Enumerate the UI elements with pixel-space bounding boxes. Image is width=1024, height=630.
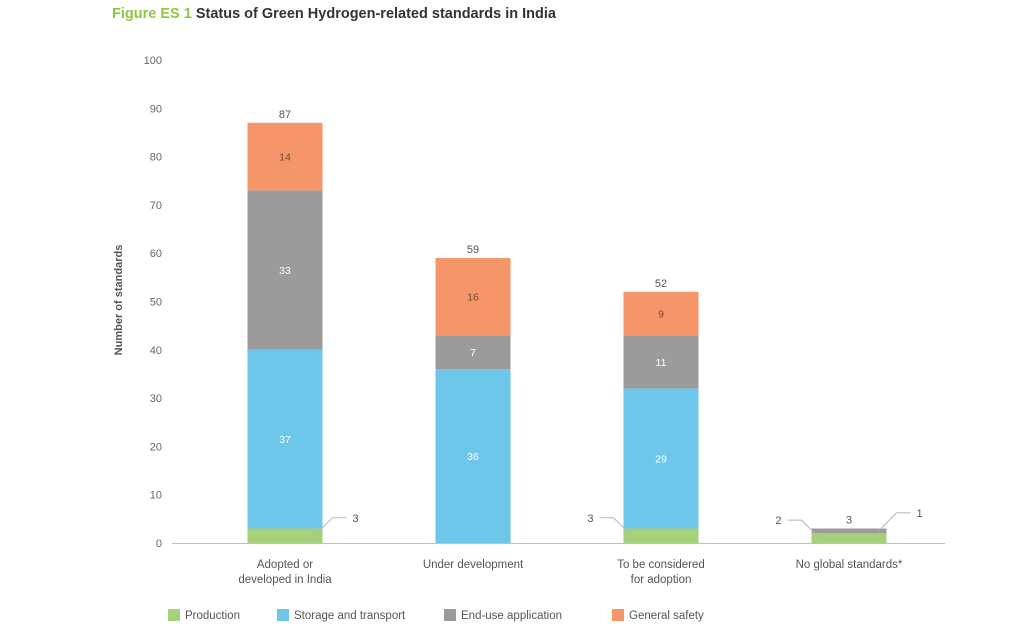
legend-label: End-use application — [461, 610, 562, 622]
callout-leader — [878, 512, 911, 532]
segment-label: 16 — [467, 292, 479, 304]
x-axis: Adopted or developed in India Under develo… — [172, 543, 945, 586]
legend-swatch — [277, 609, 289, 621]
legend-label: Storage and transport — [294, 610, 406, 622]
bar-total-label: 52 — [655, 278, 667, 290]
legend-swatch — [444, 609, 456, 621]
x-category-label: No global standards* — [796, 559, 903, 571]
bar-segment — [811, 528, 887, 534]
segment-label: 36 — [467, 451, 479, 463]
segment-label: 14 — [279, 152, 291, 164]
callout-leader — [599, 517, 632, 537]
callout-label: 3 — [587, 513, 593, 525]
y-tick-label: 70 — [150, 200, 162, 212]
callout-label: 3 — [353, 513, 359, 525]
bar-segment — [623, 528, 699, 543]
bar-total-label: 3 — [846, 515, 852, 527]
x-category-label: Adopted or developed in India — [238, 559, 332, 586]
y-tick-label: 60 — [150, 248, 162, 260]
callout-leader — [787, 519, 820, 539]
x-category-line: Adopted or — [257, 559, 313, 571]
x-category-line: Under development — [423, 559, 524, 571]
segment-label: 11 — [656, 357, 667, 369]
bar-segment — [247, 190, 323, 350]
legend-swatch — [168, 609, 180, 621]
bar-segment — [811, 533, 887, 543]
x-category-label: Under development — [423, 559, 524, 571]
legend-label: General safety — [629, 610, 704, 622]
x-category-line: developed in India — [238, 574, 332, 586]
y-axis: 0 10 20 30 40 50 60 70 80 90 100 Number of standard… — [113, 55, 162, 550]
bar-total-label: 87 — [279, 109, 291, 121]
legend: Production Storage and transport End-use a… — [168, 609, 704, 622]
segment-label: 33 — [279, 265, 291, 277]
bar-total-label: 59 — [467, 244, 479, 256]
figure-title-text: Status of Green Hydrogen-related standar… — [195, 6, 556, 22]
callout-label: 1 — [917, 508, 923, 520]
y-tick-label: 90 — [150, 103, 162, 115]
y-tick-label: 10 — [150, 490, 162, 502]
segment-label: 29 — [655, 453, 667, 465]
bar-segment — [247, 349, 323, 529]
bar-segment — [247, 528, 323, 543]
y-tick-label: 50 — [150, 297, 162, 309]
bar-segment — [435, 369, 511, 543]
y-tick-label: 40 — [150, 345, 162, 357]
y-tick-label: 80 — [150, 152, 162, 164]
bar-segment — [435, 335, 511, 370]
callout-leader — [314, 517, 347, 537]
x-category-line: No global standards* — [796, 559, 903, 571]
y-axis-label: Number of standards — [113, 245, 125, 356]
figure-number: Figure ES 1 — [112, 6, 192, 22]
bar-segment — [623, 388, 699, 529]
y-tick-label: 100 — [144, 55, 162, 67]
bar-segment — [247, 122, 323, 191]
figure-title: Figure ES 1 Status of Green Hydrogen-rel… — [112, 6, 556, 22]
segment-label: 9 — [658, 309, 664, 321]
callout-label: 2 — [775, 515, 781, 527]
x-category-label: To be considered for adoption — [617, 559, 705, 586]
legend-swatch — [612, 609, 624, 621]
bar-segment — [435, 258, 511, 336]
x-category-line: for adoption — [631, 574, 692, 586]
segment-label: 37 — [279, 434, 291, 446]
y-tick-label: 30 — [150, 393, 162, 405]
y-tick-label: 20 — [150, 441, 162, 453]
bar-segment — [623, 291, 699, 336]
segment-label: 7 — [470, 347, 476, 359]
bar-segment — [623, 335, 699, 389]
y-tick-label: 0 — [156, 538, 162, 550]
legend-label: Production — [185, 610, 240, 622]
x-category-line: To be considered — [617, 559, 705, 571]
